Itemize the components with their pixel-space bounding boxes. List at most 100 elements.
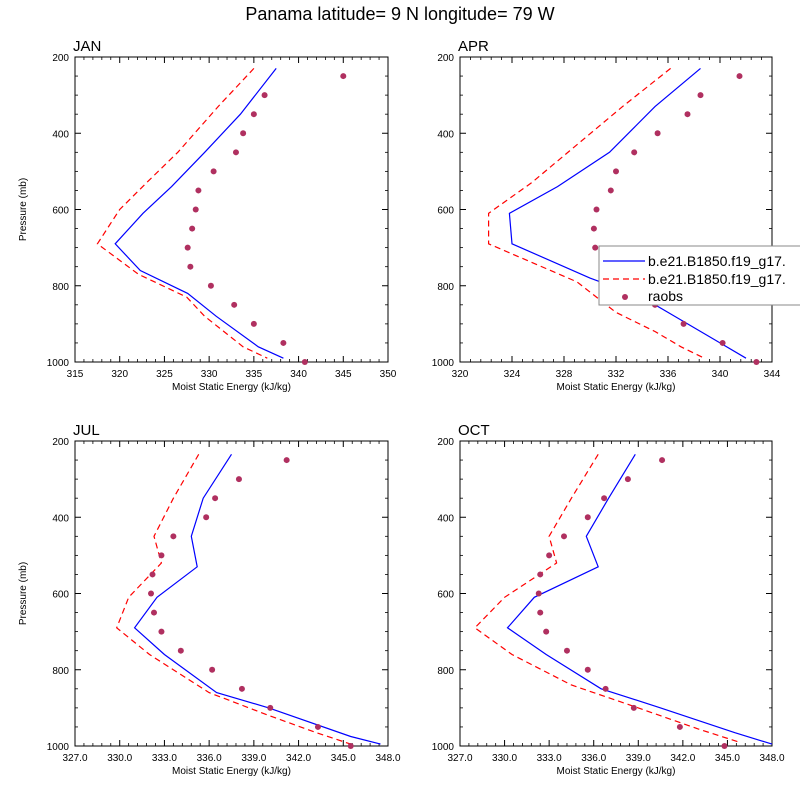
series-line-solid	[114, 68, 284, 359]
x-tick-label: 320	[452, 369, 469, 380]
x-tick-label: 327.0	[447, 753, 472, 764]
legend-label: b.e21.B1850.f19_g17.	[648, 271, 786, 287]
panel-title: JAN	[73, 38, 101, 55]
plot-frame	[459, 56, 773, 363]
data-point-raobs	[537, 609, 544, 616]
data-point-raobs	[543, 628, 550, 635]
data-point-raobs	[592, 244, 599, 251]
x-tick-label: 335	[246, 369, 263, 380]
y-tick-label: 1000	[432, 358, 455, 369]
data-point-raobs	[659, 457, 666, 464]
data-point-raobs	[189, 225, 196, 232]
data-point-raobs	[280, 339, 287, 346]
legend-marker	[622, 294, 628, 300]
y-tick-label: 400	[52, 129, 69, 140]
x-tick-label: 333.0	[152, 753, 177, 764]
series-line-solid	[133, 453, 381, 745]
data-point-raobs	[624, 476, 631, 483]
data-point-raobs	[283, 457, 290, 464]
data-point-raobs	[584, 666, 591, 673]
y-tick-label: 800	[437, 282, 454, 293]
data-point-raobs	[630, 704, 637, 711]
x-tick-label: 327.0	[62, 753, 87, 764]
y-tick-label: 800	[52, 666, 69, 677]
x-tick-label: 345.0	[331, 753, 356, 764]
data-point-raobs	[177, 647, 184, 654]
series-line-dashed	[115, 454, 351, 745]
legend-label: b.e21.B1850.f19_g17.	[648, 253, 786, 269]
data-point-raobs	[684, 111, 691, 118]
y-tick-label: 1000	[432, 742, 455, 753]
x-tick-label: 333.0	[537, 753, 562, 764]
x-tick-label: 328	[556, 369, 573, 380]
y-tick-label: 200	[437, 437, 454, 448]
y-tick-label: 800	[437, 666, 454, 677]
data-point-raobs	[736, 73, 743, 80]
data-point-raobs	[590, 225, 597, 232]
data-point-raobs	[207, 282, 214, 289]
series-line-solid	[506, 453, 773, 745]
data-point-raobs	[192, 206, 199, 213]
data-point-raobs	[231, 301, 238, 308]
x-tick-label: 336.0	[197, 753, 222, 764]
data-point-raobs	[584, 514, 591, 521]
data-point-raobs	[535, 590, 542, 597]
x-axis-label: Moist Static Energy (kJ/kg)	[172, 382, 291, 393]
series-line-dashed	[96, 67, 268, 359]
x-tick-label: 345	[335, 369, 352, 380]
data-point-raobs	[250, 111, 257, 118]
x-tick-label: 339.0	[241, 753, 266, 764]
data-point-raobs	[593, 206, 600, 213]
x-tick-label: 350	[380, 369, 397, 380]
panel-title: OCT	[458, 422, 490, 439]
data-point-raobs	[654, 130, 661, 137]
y-axis-label: Pressure (mb)	[18, 562, 29, 625]
data-point-raobs	[187, 263, 194, 270]
data-point-raobs	[203, 514, 210, 521]
panel-jul: JUL 327.0 330.0 333.0 336.0 339.0 342.0 345.0 34…	[18, 422, 401, 777]
y-tick-label: 200	[437, 53, 454, 64]
x-tick-label: 340	[712, 369, 729, 380]
series-line-dashed	[488, 67, 705, 359]
panel-oct: OCT 327.0 330.0 333.0 336.0 339.0 342.0 345.0 34…	[432, 422, 785, 777]
legend: b.e21.B1850.f19_g17. b.e21.B1850.f19_g17.…	[598, 245, 800, 306]
x-axis-label: Moist Static Energy (kJ/kg)	[172, 766, 291, 777]
y-tick-label: 600	[437, 590, 454, 601]
data-point-raobs	[195, 187, 202, 194]
data-point-raobs	[607, 187, 614, 194]
data-point-raobs	[238, 685, 245, 692]
legend-box	[598, 245, 800, 306]
data-point-raobs	[210, 168, 217, 175]
plot-frame	[74, 56, 389, 363]
data-point-raobs	[721, 743, 728, 749]
panel-title: JUL	[73, 422, 100, 439]
y-tick-label: 600	[437, 206, 454, 217]
panel-title: APR	[458, 38, 489, 55]
plot-frame	[74, 440, 389, 747]
y-tick-label: 400	[437, 129, 454, 140]
y-tick-label: 800	[52, 282, 69, 293]
y-tick-label: 200	[52, 437, 69, 448]
series-line-dashed	[473, 453, 740, 743]
data-point-raobs	[680, 320, 687, 327]
data-point-raobs	[753, 359, 760, 365]
x-tick-label: 336	[660, 369, 677, 380]
data-point-raobs	[240, 130, 247, 137]
data-point-raobs	[631, 149, 638, 156]
y-tick-label: 400	[437, 513, 454, 524]
data-point-raobs	[170, 533, 177, 540]
x-axis-label: Moist Static Energy (kJ/kg)	[557, 382, 676, 393]
x-tick-label: 332	[608, 369, 625, 380]
data-point-raobs	[563, 647, 570, 654]
data-point-raobs	[261, 92, 268, 99]
data-point-raobs	[697, 92, 704, 99]
x-tick-label: 344	[764, 369, 781, 380]
y-tick-label: 1000	[47, 742, 70, 753]
y-tick-label: 600	[52, 590, 69, 601]
data-point-raobs	[314, 723, 321, 730]
data-point-raobs	[602, 685, 609, 692]
x-tick-label: 336.0	[581, 753, 606, 764]
data-point-raobs	[150, 609, 157, 616]
data-point-raobs	[601, 495, 608, 502]
